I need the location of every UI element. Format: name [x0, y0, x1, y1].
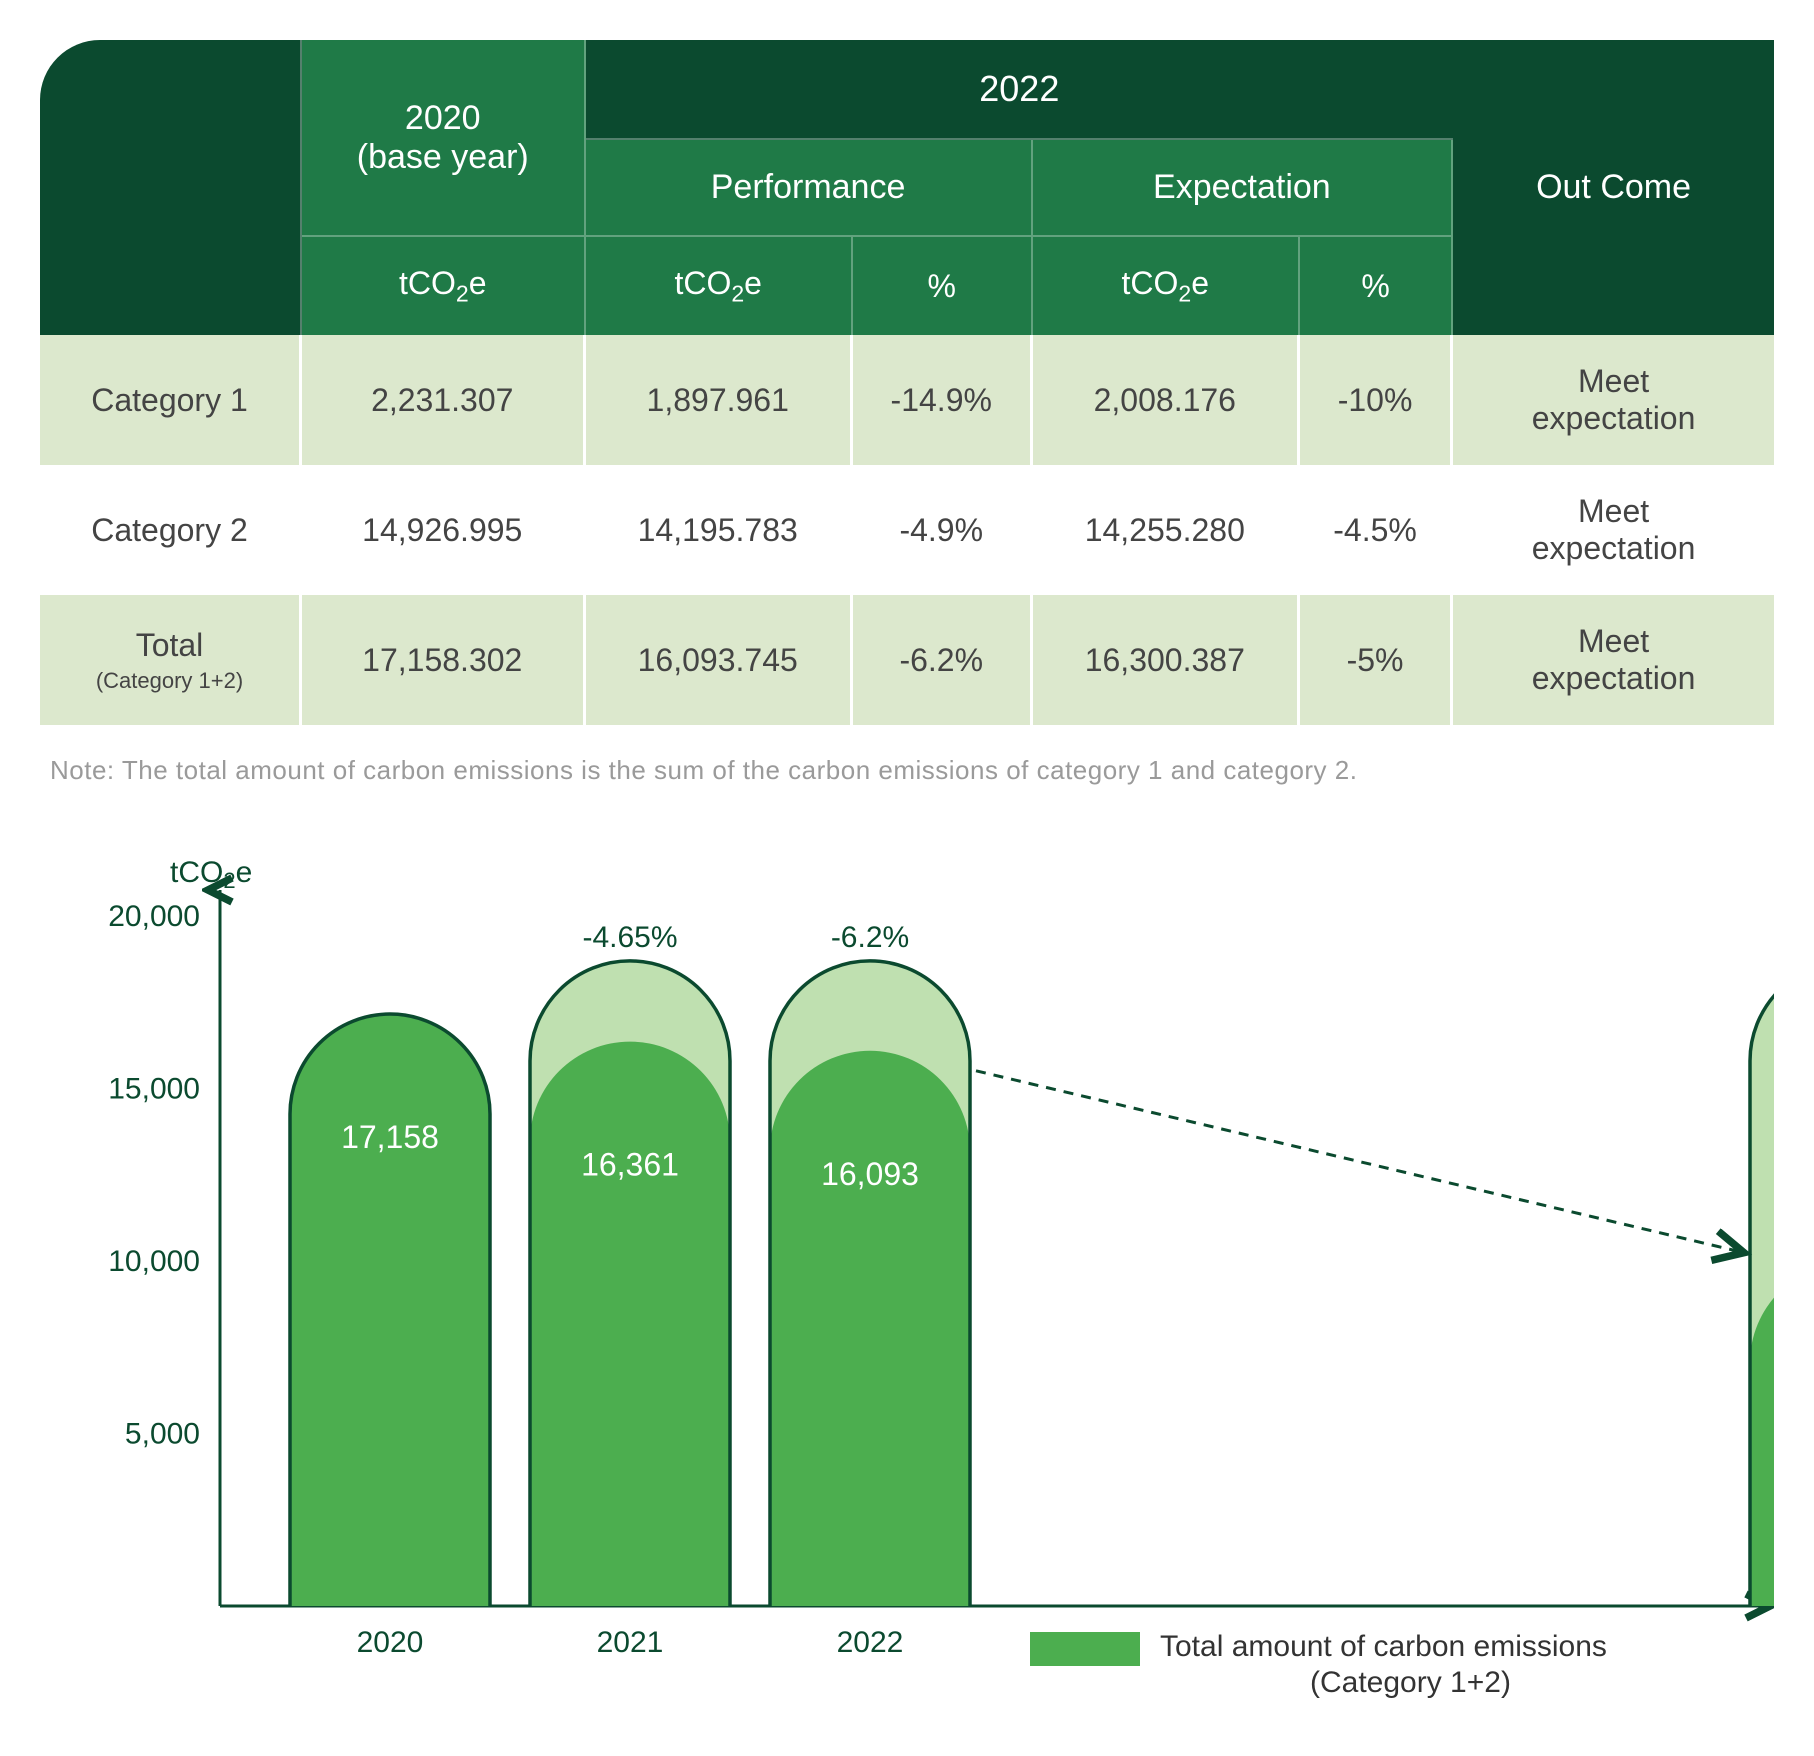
bar-value-label: 16,361 [581, 1147, 679, 1183]
row-label: Category 2 [40, 465, 302, 595]
bar-pct-label: -6.2% [831, 921, 909, 954]
bar-value-label: 16,093 [821, 1156, 919, 1192]
cell-perf-t: 16,093.745 [586, 595, 853, 725]
cell-perf-pct: -4.9% [853, 465, 1033, 595]
legend-text-1: Total amount of carbon emissions [1160, 1630, 1607, 1663]
cell-exp-t: 16,300.387 [1033, 595, 1300, 725]
table-note: Note: The total amount of carbon emissio… [50, 755, 1774, 786]
cell-base: 14,926.995 [302, 465, 586, 595]
cell-perf-t: 1,897.961 [586, 335, 853, 465]
cell-exp-pct: -4.5% [1300, 465, 1453, 595]
legend-text-2: (Category 1+2) [1310, 1666, 1511, 1699]
bar [290, 1014, 490, 1606]
x-tick-label: 2020 [357, 1626, 424, 1659]
unit-perf-pct: % [853, 237, 1033, 335]
bar [530, 1042, 730, 1606]
col-performance: Performance [586, 140, 1033, 237]
cell-base: 2,231.307 [302, 335, 586, 465]
bar [770, 1051, 970, 1606]
cell-base: 17,158.302 [302, 595, 586, 725]
trend-arrow [976, 1071, 1744, 1253]
cell-exp-t: 2,008.176 [1033, 335, 1300, 465]
y-tick-label: 5,000 [125, 1418, 200, 1451]
cell-perf-pct: -6.2% [853, 595, 1033, 725]
y-tick-label: 20,000 [108, 900, 200, 933]
table-row: Category 12,231.3071,897.961-14.9%2,008.… [40, 335, 1774, 465]
y-tick-label: 10,000 [108, 1245, 200, 1278]
cell-perf-t: 14,195.783 [586, 465, 853, 595]
bar-value-label: 17,158 [341, 1119, 439, 1155]
unit-base: tCO2e [302, 237, 586, 335]
y-axis-title: tCO2e [170, 856, 252, 893]
x-tick-label: 2022 [837, 1626, 904, 1659]
cell-exp-pct: -5% [1300, 595, 1453, 725]
unit-exp-pct: % [1300, 237, 1453, 335]
table-row: Total(Category 1+2)17,158.30216,093.745-… [40, 595, 1774, 725]
col-2022: 2022 [586, 40, 1454, 140]
unit-exp-t: tCO2e [1033, 237, 1300, 335]
col-blank [40, 40, 302, 335]
col-outcome: Out Come [1453, 40, 1774, 335]
col-expectation: Expectation [1033, 140, 1454, 237]
legend-swatch [1030, 1632, 1140, 1666]
row-label: Category 1 [40, 335, 302, 465]
cell-outcome: Meetexpectation [1453, 335, 1774, 465]
unit-perf-t: tCO2e [586, 237, 853, 335]
cell-outcome: Meetexpectation [1453, 595, 1774, 725]
cell-outcome: Meetexpectation [1453, 465, 1774, 595]
x-tick-label: 2021 [597, 1626, 664, 1659]
table-row: Category 214,926.99514,195.783-4.9%14,25… [40, 465, 1774, 595]
cell-perf-pct: -14.9% [853, 335, 1033, 465]
y-tick-label: 15,000 [108, 1073, 200, 1106]
bar-pct-label: -4.65% [582, 921, 677, 954]
col-base-year: 2020 (base year) [302, 40, 586, 237]
row-label: Total(Category 1+2) [40, 595, 302, 725]
emissions-chart: tCO2e 5,000 10,000 15,000 20,000 17,158 2020 16… [40, 836, 1774, 1716]
emissions-table: 2020 (base year) 2022 Out Come Performan… [40, 40, 1774, 725]
cell-exp-t: 14,255.280 [1033, 465, 1300, 595]
cell-exp-pct: -10% [1300, 335, 1453, 465]
